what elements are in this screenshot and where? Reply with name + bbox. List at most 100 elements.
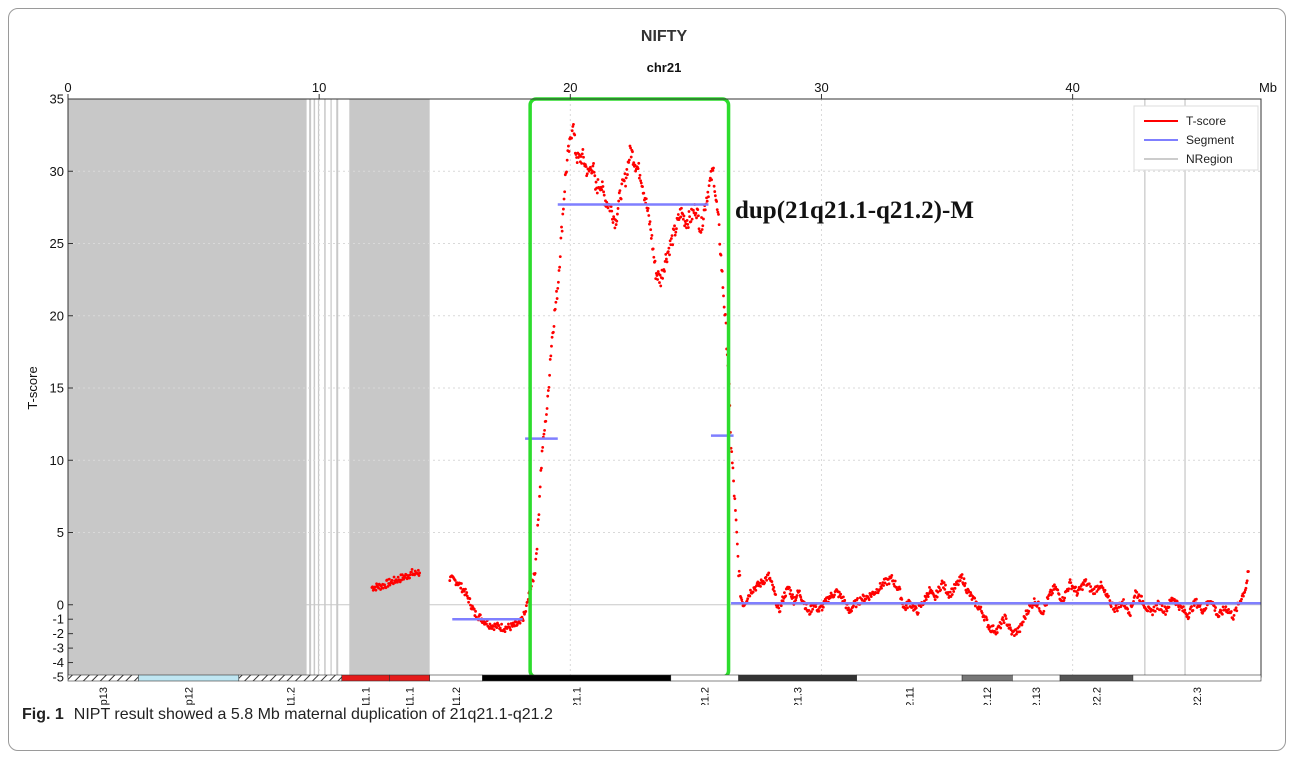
tscore-point — [502, 627, 506, 631]
cytoband-label: q21.3 — [793, 687, 805, 705]
tscore-point — [798, 589, 801, 593]
tscore-point — [837, 590, 841, 594]
tscore-point — [1002, 621, 1006, 625]
tscore-point — [582, 155, 585, 159]
tscore-point — [821, 605, 825, 609]
cytoband-label: q11.2 — [451, 687, 463, 705]
tscore-point — [824, 599, 828, 603]
tscore-point — [596, 178, 600, 181]
tscore-point — [852, 604, 855, 608]
tscore-point — [560, 225, 563, 229]
tscore-point — [579, 155, 583, 158]
tscore-point — [1089, 585, 1093, 588]
tscore-point — [950, 593, 954, 596]
tscore-point — [1173, 598, 1176, 601]
y-axis-label: T-score — [25, 366, 40, 409]
tscore-point — [563, 190, 567, 194]
tscore-point — [936, 590, 940, 594]
tscore-point — [609, 205, 613, 209]
tscore-point — [656, 270, 660, 273]
tscore-point — [593, 174, 597, 178]
tscore-point — [1234, 606, 1238, 610]
tscore-point — [724, 313, 727, 316]
tscore-point — [1010, 632, 1014, 636]
tscore-point — [551, 330, 555, 334]
cytoband — [738, 674, 857, 682]
tscore-point — [717, 212, 720, 216]
tscore-point — [984, 616, 988, 619]
tscore-point — [720, 269, 724, 273]
tscore-point — [540, 466, 543, 470]
tscore-point — [538, 485, 542, 489]
tscore-point — [690, 217, 694, 221]
tscore-point — [745, 599, 749, 603]
tscore-point — [448, 579, 452, 582]
tscore-point — [468, 597, 472, 601]
tscore-point — [615, 219, 619, 223]
tscore-point — [581, 148, 585, 151]
tscore-point — [686, 226, 690, 229]
tscore-point — [1224, 605, 1228, 609]
tscore-point — [1084, 578, 1088, 581]
x-tick-label: 40 — [1065, 80, 1079, 95]
tscore-point — [1042, 609, 1046, 613]
y-tick-label: 35 — [50, 92, 64, 107]
tscore-point — [770, 580, 774, 584]
tscore-point — [1074, 585, 1077, 589]
tscore-point — [1051, 591, 1054, 595]
tscore-point — [869, 595, 873, 598]
tscore-point — [1194, 597, 1198, 601]
tscore-point — [556, 280, 560, 284]
tscore-point — [454, 583, 458, 587]
tscore-point — [1092, 587, 1096, 591]
tscore-point — [392, 575, 396, 579]
caption-label: Fig. 1 — [22, 706, 64, 723]
tscore-point — [403, 576, 407, 579]
x-tick-label: 0 — [64, 80, 71, 95]
tscore-point — [788, 592, 792, 596]
tscore-point — [749, 588, 752, 592]
tscore-point — [1204, 606, 1208, 610]
tscore-point — [969, 591, 972, 594]
tscore-point — [558, 265, 562, 269]
tscore-point — [712, 166, 715, 170]
tscore-point — [534, 557, 538, 561]
cytoband-label: q22.13 — [1031, 687, 1043, 705]
tscore-point — [1132, 599, 1135, 603]
tscore-point — [895, 585, 898, 589]
tscore-point — [740, 598, 744, 602]
tscore-point — [1227, 608, 1230, 611]
tscore-point — [881, 581, 885, 584]
tscore-point — [639, 179, 643, 183]
tscore-point — [667, 246, 671, 250]
tscore-point — [492, 628, 496, 632]
tscore-point — [887, 582, 891, 586]
tscore-point — [948, 590, 952, 594]
tscore-point — [626, 173, 629, 176]
tscore-point — [942, 581, 946, 584]
tscore-point — [653, 259, 657, 263]
tscore-point — [733, 497, 737, 501]
tscore-point — [914, 606, 918, 610]
tscore-point — [1181, 605, 1185, 609]
tscore-point — [864, 597, 868, 601]
tscore-point — [1162, 610, 1166, 614]
tscore-point — [666, 250, 670, 254]
tscore-point — [946, 591, 950, 594]
tscore-point — [1087, 582, 1091, 586]
tscore-point — [537, 513, 541, 517]
tscore-point — [943, 587, 947, 591]
tscore-point — [1213, 609, 1217, 612]
tscore-point — [771, 583, 774, 587]
tscore-point — [631, 150, 634, 154]
tscore-point — [963, 584, 967, 588]
tscore-point — [1008, 623, 1012, 627]
tscore-point — [875, 587, 879, 591]
tscore-point — [999, 626, 1003, 630]
tscore-point — [847, 606, 850, 610]
tscore-point — [928, 586, 931, 589]
tscore-point — [1014, 628, 1018, 631]
tscore-point — [900, 597, 904, 601]
tscore-point — [772, 589, 776, 593]
tscore-point — [734, 509, 737, 512]
